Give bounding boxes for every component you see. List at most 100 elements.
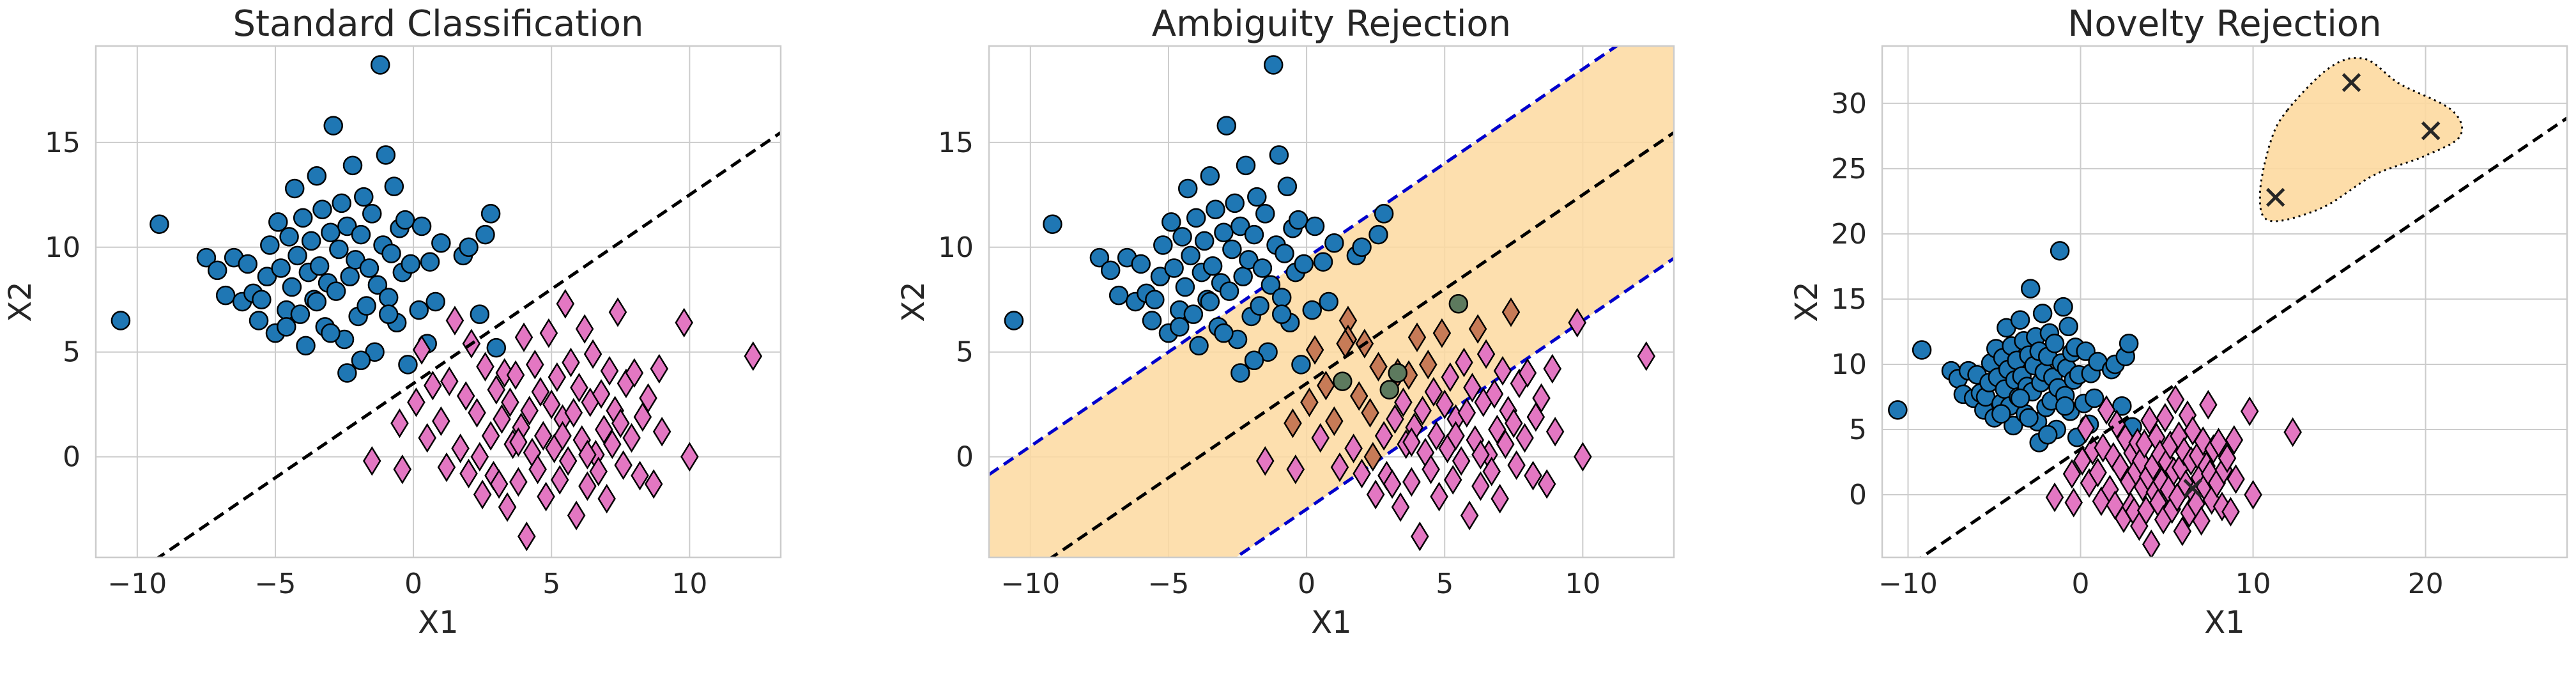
class-a-point	[1313, 252, 1333, 272]
class-a-point	[2050, 241, 2070, 261]
class-b-point	[1344, 433, 1363, 463]
class-a-point	[1261, 275, 1281, 295]
class-b-point	[518, 522, 536, 552]
x-tick-label: −10	[107, 568, 167, 600]
class-a-point	[395, 210, 415, 230]
class-b-point	[2089, 458, 2107, 488]
class-a-point	[1912, 340, 1932, 360]
class-a-point	[321, 222, 341, 243]
class-b-point	[1637, 341, 1656, 371]
rejected-point	[1388, 363, 1407, 383]
class-b-point	[595, 414, 613, 445]
class-a-point	[359, 258, 379, 278]
class-b-point	[2140, 405, 2159, 435]
class-a-point	[301, 231, 321, 251]
class-b-point	[531, 376, 550, 407]
y-tick-label: 25	[1831, 153, 1867, 185]
class-a-point	[215, 285, 236, 306]
class-a-point	[2055, 396, 2075, 416]
class-b-point	[2218, 443, 2237, 474]
class-a-point	[370, 55, 390, 75]
class-a-point	[486, 337, 507, 358]
y-tick-label: 5	[63, 336, 80, 369]
class-a-point	[459, 237, 479, 258]
class-a-point	[367, 275, 388, 295]
class-b-point	[564, 398, 583, 428]
class-b-point	[506, 360, 525, 390]
class-a-point	[1368, 224, 1388, 245]
class-a-point	[1888, 400, 1908, 420]
class-b-point	[1471, 440, 1490, 470]
class-a-point	[1206, 199, 1225, 219]
y-tick-label: 0	[956, 441, 974, 474]
class-a-point	[332, 193, 351, 213]
class-a-point	[1222, 239, 1242, 260]
rejected-point	[1305, 335, 1324, 365]
rejected-point	[1468, 314, 1487, 344]
class-b-point	[539, 318, 558, 348]
x-tick-label: 10	[1565, 568, 1600, 600]
class-a-point	[1250, 296, 1269, 316]
class-a-point	[1183, 304, 1204, 324]
class-a-point	[271, 258, 291, 278]
class-b-point	[437, 452, 456, 483]
class-a-point	[1352, 237, 1372, 258]
class-b-point	[2064, 488, 2083, 518]
class-b-point	[1255, 446, 1275, 476]
class-a-point	[1100, 260, 1121, 281]
class-a-point	[1244, 224, 1264, 245]
x-tick-label: 20	[2408, 568, 2444, 600]
class-a-point	[1302, 300, 1322, 320]
class-b-point	[2173, 516, 2192, 547]
rejected-point	[1419, 350, 1438, 380]
class-b-point	[550, 465, 569, 495]
class-a-point	[1271, 304, 1292, 324]
class-a-point	[1247, 187, 1267, 207]
class-b-point	[412, 335, 431, 365]
class-b-point	[424, 370, 442, 401]
class-b-point	[2142, 529, 2161, 557]
x-axis-label: X1	[418, 605, 458, 640]
class-b-point	[611, 408, 630, 438]
class-a-point	[1162, 212, 1181, 232]
class-b-point	[1383, 469, 1402, 499]
class-b-point	[2209, 428, 2228, 458]
panel-novelty-rejection: −10 0 10 20 0 5 10 15 20 25 30 Novelty Rejection X1 X…	[1789, 3, 2568, 640]
rejected-point	[1317, 370, 1335, 401]
class-b-point	[1496, 429, 1515, 460]
y-tick-label: 0	[1849, 479, 1867, 511]
y-tick-label: 10	[1831, 348, 1867, 381]
class-a-point	[1294, 254, 1314, 274]
class-a-point	[1991, 404, 2011, 424]
class-a-point	[282, 277, 302, 297]
class-a-point	[2010, 310, 2030, 330]
class-b-point	[1455, 347, 1473, 378]
class-b-point	[2166, 384, 2185, 415]
class-b-point	[362, 446, 381, 476]
class-a-point	[1214, 222, 1234, 243]
rejected-point	[1363, 442, 1383, 472]
class-a-point	[1319, 291, 1338, 312]
rejected-point	[1325, 406, 1344, 437]
class-b-point	[1537, 469, 1556, 499]
class-b-point	[2283, 417, 2302, 447]
class-b-point	[1507, 450, 1526, 480]
class-a-point	[1277, 176, 1298, 196]
class-a-point	[2010, 388, 2030, 408]
class-b-point	[537, 481, 555, 512]
class-b-point	[578, 471, 597, 501]
class-b-point	[501, 387, 519, 417]
class-b-point	[548, 362, 567, 392]
class-a-point	[431, 233, 451, 253]
class-a-point	[1177, 178, 1198, 199]
class-b-point	[744, 341, 763, 371]
class-b-point	[514, 322, 533, 352]
class-a-point	[1089, 247, 1110, 268]
y-axis-label: X2	[896, 281, 931, 322]
class-b-point	[650, 353, 669, 384]
class-a-point	[401, 254, 421, 274]
panel-ambiguity-rejection: −10 −5 0 5 10 0 5 10 15 Ambiguity Rejection X1 X2	[896, 3, 1675, 640]
class-a-point	[2053, 297, 2073, 317]
class-a-point	[2084, 388, 2104, 408]
class-b-point	[1411, 522, 1429, 552]
